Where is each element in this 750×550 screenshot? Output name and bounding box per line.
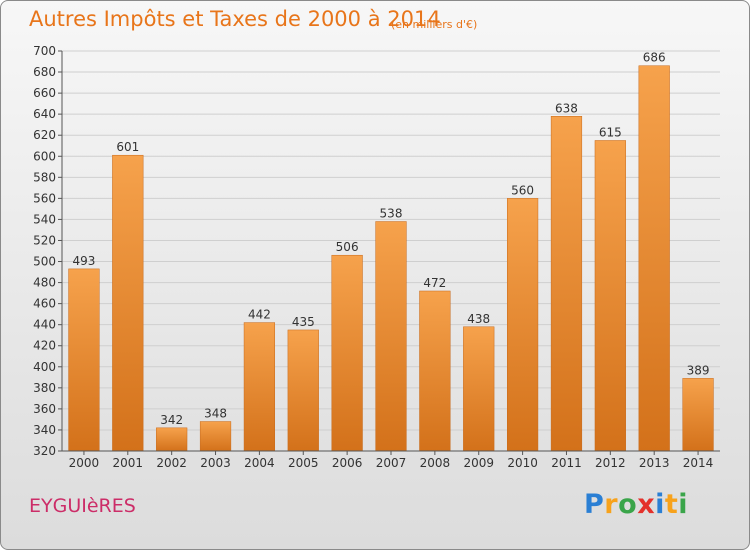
x-tick-label: 2011 bbox=[551, 456, 582, 470]
bar-2003 bbox=[199, 421, 232, 452]
value-label: 686 bbox=[643, 51, 666, 65]
x-tick-label: 2014 bbox=[683, 456, 714, 470]
bar-2000 bbox=[68, 268, 100, 452]
logo-letter: i bbox=[655, 489, 665, 520]
bar-2006 bbox=[331, 254, 363, 452]
x-tick-label: 2001 bbox=[113, 456, 144, 470]
bar-2013 bbox=[638, 65, 670, 452]
logo-letter: i bbox=[678, 489, 689, 520]
bar-2001 bbox=[112, 154, 144, 452]
y-tick-label: 400 bbox=[33, 360, 56, 374]
logo-letter: o bbox=[618, 489, 638, 520]
y-tick-label: 680 bbox=[33, 65, 56, 79]
y-tick-label: 580 bbox=[33, 170, 56, 184]
x-tick-label: 2007 bbox=[376, 456, 407, 470]
bar-2008 bbox=[419, 290, 451, 452]
y-tick-label: 440 bbox=[33, 318, 56, 332]
place-name: EYGUIèRES bbox=[29, 495, 136, 517]
y-tick-label: 600 bbox=[33, 149, 56, 163]
bar-2002 bbox=[156, 427, 188, 452]
x-tick-label: 2003 bbox=[200, 456, 231, 470]
value-label: 506 bbox=[336, 240, 359, 254]
value-label: 601 bbox=[116, 140, 139, 154]
x-tick-label: 2004 bbox=[244, 456, 275, 470]
value-label: 538 bbox=[380, 207, 403, 221]
x-tick-label: 2009 bbox=[463, 456, 494, 470]
value-label: 438 bbox=[467, 312, 490, 326]
value-label: 615 bbox=[599, 125, 622, 139]
y-tick-label: 560 bbox=[33, 191, 56, 205]
y-tick-label: 360 bbox=[33, 402, 56, 416]
value-label: 560 bbox=[511, 183, 534, 197]
y-tick-label: 480 bbox=[33, 276, 56, 290]
logo-letter: t bbox=[664, 489, 679, 520]
axes bbox=[58, 50, 720, 455]
x-tick-label: 2000 bbox=[69, 456, 100, 470]
logo-letter: P bbox=[584, 489, 605, 520]
logo-letter: x bbox=[637, 489, 656, 520]
bar-2005 bbox=[287, 329, 319, 452]
y-tick-label: 640 bbox=[33, 107, 56, 121]
bar-2004 bbox=[243, 322, 276, 452]
bar-2012 bbox=[594, 140, 626, 452]
value-label: 638 bbox=[555, 101, 578, 115]
value-label: 435 bbox=[292, 315, 315, 329]
y-tick-label: 460 bbox=[33, 297, 56, 311]
y-tick-label: 380 bbox=[33, 381, 56, 395]
y-tick-label: 700 bbox=[33, 44, 56, 58]
bar-2009 bbox=[463, 326, 495, 452]
labels: 320 340 360 380 400 420 440 460 480 500 520 540 560 5… bbox=[33, 44, 713, 470]
proxiti-logo: Proxiti bbox=[584, 489, 688, 520]
x-tick-label: 2013 bbox=[639, 456, 670, 470]
value-label: 348 bbox=[204, 407, 227, 421]
x-tick-label: 2006 bbox=[332, 456, 363, 470]
bar-2011 bbox=[550, 116, 583, 452]
chart-title: Autres Impôts et Taxes de 2000 à 2014 bbox=[29, 7, 441, 31]
y-tick-label: 420 bbox=[33, 339, 56, 353]
y-tick-label: 500 bbox=[33, 255, 56, 269]
x-tick-label: 2002 bbox=[156, 456, 187, 470]
value-label: 442 bbox=[248, 308, 271, 322]
bar-2010 bbox=[506, 198, 539, 452]
y-tick-label: 540 bbox=[33, 212, 56, 226]
y-tick-label: 660 bbox=[33, 86, 56, 100]
bar-2007 bbox=[375, 221, 407, 452]
y-tick-label: 620 bbox=[33, 128, 56, 142]
y-tick-label: 340 bbox=[33, 423, 56, 437]
x-tick-label: 2012 bbox=[595, 456, 626, 470]
value-label: 472 bbox=[423, 276, 446, 290]
y-tick-label: 320 bbox=[33, 444, 56, 458]
value-label: 342 bbox=[160, 413, 183, 427]
x-tick-label: 2010 bbox=[507, 456, 538, 470]
x-tick-label: 2005 bbox=[288, 456, 319, 470]
bar-2014 bbox=[682, 378, 714, 452]
y-tick-label: 520 bbox=[33, 233, 56, 247]
logo-letter: r bbox=[604, 489, 619, 520]
value-label: 389 bbox=[687, 363, 710, 377]
bars bbox=[68, 65, 714, 452]
value-label: 493 bbox=[72, 254, 95, 268]
x-tick-label: 2008 bbox=[420, 456, 451, 470]
chart-subtitle: (en milliers d'€) bbox=[391, 18, 478, 31]
